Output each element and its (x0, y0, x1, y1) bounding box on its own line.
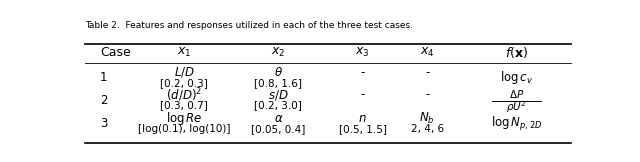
Text: -: - (425, 88, 429, 101)
Text: $s/D$: $s/D$ (268, 88, 289, 102)
Text: [0.2, 3.0]: [0.2, 3.0] (255, 100, 302, 110)
Text: [0.3, 0.7]: [0.3, 0.7] (160, 100, 208, 110)
Text: [log(0.1), log(10)]: [log(0.1), log(10)] (138, 124, 230, 134)
Text: $x_2$: $x_2$ (271, 46, 285, 59)
Text: -: - (425, 66, 429, 79)
Text: $\log c_v$: $\log c_v$ (500, 69, 533, 86)
Text: $\rho U^2$: $\rho U^2$ (506, 99, 527, 115)
Text: -: - (360, 88, 365, 101)
Text: $\Delta P$: $\Delta P$ (509, 88, 524, 100)
Text: $x_4$: $x_4$ (420, 46, 435, 59)
Text: $\alpha$: $\alpha$ (274, 112, 283, 125)
Text: $(d/D)^2$: $(d/D)^2$ (166, 86, 202, 104)
Text: -: - (360, 66, 365, 79)
Text: [0.5, 1.5]: [0.5, 1.5] (339, 124, 387, 134)
Text: [0.05, 0.4]: [0.05, 0.4] (252, 124, 305, 134)
Text: 1: 1 (100, 71, 108, 84)
Text: $L/D$: $L/D$ (173, 65, 195, 79)
Text: $N_b$: $N_b$ (419, 111, 435, 126)
Text: 3: 3 (100, 117, 108, 130)
Text: [0.8, 1.6]: [0.8, 1.6] (254, 78, 302, 88)
Text: $\log N_{p,2D}$: $\log N_{p,2D}$ (491, 115, 542, 133)
Text: $x_3$: $x_3$ (355, 46, 370, 59)
Text: $\log Re$: $\log Re$ (166, 110, 202, 127)
Text: $\theta$: $\theta$ (274, 66, 283, 79)
Text: 2, 4, 6: 2, 4, 6 (411, 124, 444, 134)
Text: $f(\mathbf{x})$: $f(\mathbf{x})$ (505, 45, 528, 60)
Text: 2: 2 (100, 94, 108, 107)
Text: $n$: $n$ (358, 112, 367, 125)
Text: Table 2.  Features and responses utilized in each of the three test cases.: Table 2. Features and responses utilized… (85, 21, 413, 30)
Text: Case: Case (100, 46, 131, 59)
Text: $x_1$: $x_1$ (177, 46, 191, 59)
Text: [0.2, 0.3]: [0.2, 0.3] (160, 78, 208, 88)
